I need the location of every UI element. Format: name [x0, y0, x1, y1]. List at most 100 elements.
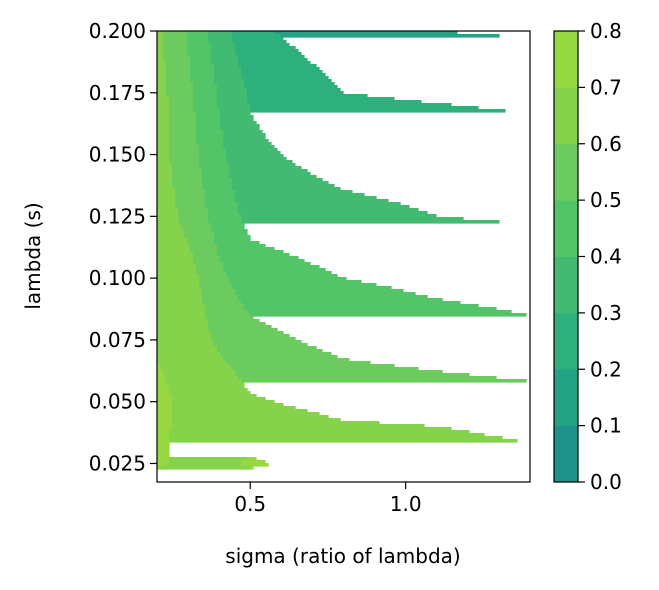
contour-cell [157, 85, 167, 89]
contour-cell [169, 130, 197, 134]
contour-cell [187, 34, 209, 38]
y-tick-label: 0.100 [89, 266, 146, 290]
contour-cell [214, 232, 248, 236]
contour-cell [217, 85, 245, 89]
contour-cell [157, 379, 167, 383]
contour-cell [169, 433, 485, 437]
contour-cell [157, 67, 167, 71]
contour-cell [157, 337, 212, 341]
contour-cell [190, 64, 215, 68]
colorbar-band [554, 312, 578, 370]
colorbar-tick-label: 0.5 [590, 188, 622, 212]
contour-cell [193, 103, 218, 107]
contour-cell [217, 250, 284, 254]
contour-cell [190, 79, 215, 83]
colorbar-tick-label: 0.8 [590, 19, 622, 43]
contour-cell [229, 175, 317, 179]
contour-cell [172, 181, 203, 185]
contour-cell [241, 73, 326, 77]
contour-cell [169, 127, 197, 131]
contour-cell [157, 199, 176, 203]
contour-cell [157, 418, 173, 422]
contour-cell [157, 331, 212, 335]
contour-cell [157, 364, 161, 368]
contour-cell [157, 61, 167, 65]
contour-cell [157, 268, 197, 272]
contour-cell [157, 247, 191, 251]
contour-cell [157, 391, 170, 395]
contour-cell [169, 148, 200, 152]
contour-cell [205, 196, 236, 200]
contour-cell [157, 136, 170, 140]
contour-cell [232, 37, 284, 41]
contour-cell [238, 208, 419, 212]
contour-cell [187, 52, 212, 56]
contour-cell [235, 43, 290, 47]
contour-cell [175, 187, 203, 191]
contour-cell [157, 172, 173, 176]
plot-frame [156, 30, 531, 483]
contour-cell [184, 235, 215, 239]
contour-cell [157, 133, 170, 137]
contour-cell [175, 193, 206, 197]
contour-cell [205, 193, 236, 197]
contour-cell [157, 277, 200, 281]
contour-cell [157, 421, 173, 425]
contour-cell [223, 139, 269, 143]
contour-cell [208, 34, 233, 38]
contour-cell [223, 262, 311, 266]
contour-cell [157, 388, 170, 392]
contour-cell [157, 166, 173, 170]
contour-cell [232, 31, 275, 35]
contour-cell [235, 190, 353, 194]
contour-cell [196, 139, 224, 143]
contour-cell [163, 43, 188, 47]
contour-cell [247, 457, 257, 461]
contour-cell [169, 115, 197, 119]
contour-cell [235, 370, 443, 374]
contour-cell [214, 238, 251, 242]
contour-cell [157, 31, 164, 35]
contour-cell [157, 46, 164, 50]
contour-cell [157, 307, 206, 311]
contour-cell [157, 415, 173, 419]
contour-cell [172, 397, 266, 401]
contour-cell [244, 307, 497, 311]
contour-cell [157, 445, 170, 449]
contour-cell [157, 142, 170, 146]
contour-cell [166, 463, 242, 467]
contour-cell [226, 274, 338, 278]
contour-cell [214, 340, 302, 344]
contour-cell [229, 172, 311, 176]
contour-cell [235, 292, 416, 296]
contour-cell [157, 49, 164, 53]
contour-cell [250, 106, 479, 110]
contour-cell [169, 430, 470, 434]
contour-cell [157, 271, 197, 275]
contour-cell [172, 412, 320, 416]
contour-cell [187, 49, 212, 53]
contour-cell [241, 67, 320, 71]
contour-cell [208, 217, 242, 221]
contour-cell [157, 253, 194, 257]
colorbar-band [554, 143, 578, 201]
contour-cell [217, 103, 251, 107]
contour-cell [205, 202, 239, 206]
contour-cell [211, 49, 236, 53]
contour-cell [220, 121, 257, 125]
contour-cell [169, 391, 251, 395]
contour-cell [250, 103, 452, 107]
contour-cell [196, 136, 224, 140]
y-tick-label: 0.200 [89, 19, 146, 43]
contour-cell [169, 457, 248, 461]
contour-cell [163, 55, 191, 59]
contour-cell [205, 307, 245, 311]
contour-cell [157, 244, 191, 248]
contour-cell [175, 190, 206, 194]
contour-cell [187, 37, 209, 41]
contour-cell [229, 364, 395, 368]
contour-cell [196, 271, 227, 275]
contour-cell [157, 220, 179, 224]
contour-cell [223, 130, 263, 134]
contour-cell [169, 109, 194, 113]
